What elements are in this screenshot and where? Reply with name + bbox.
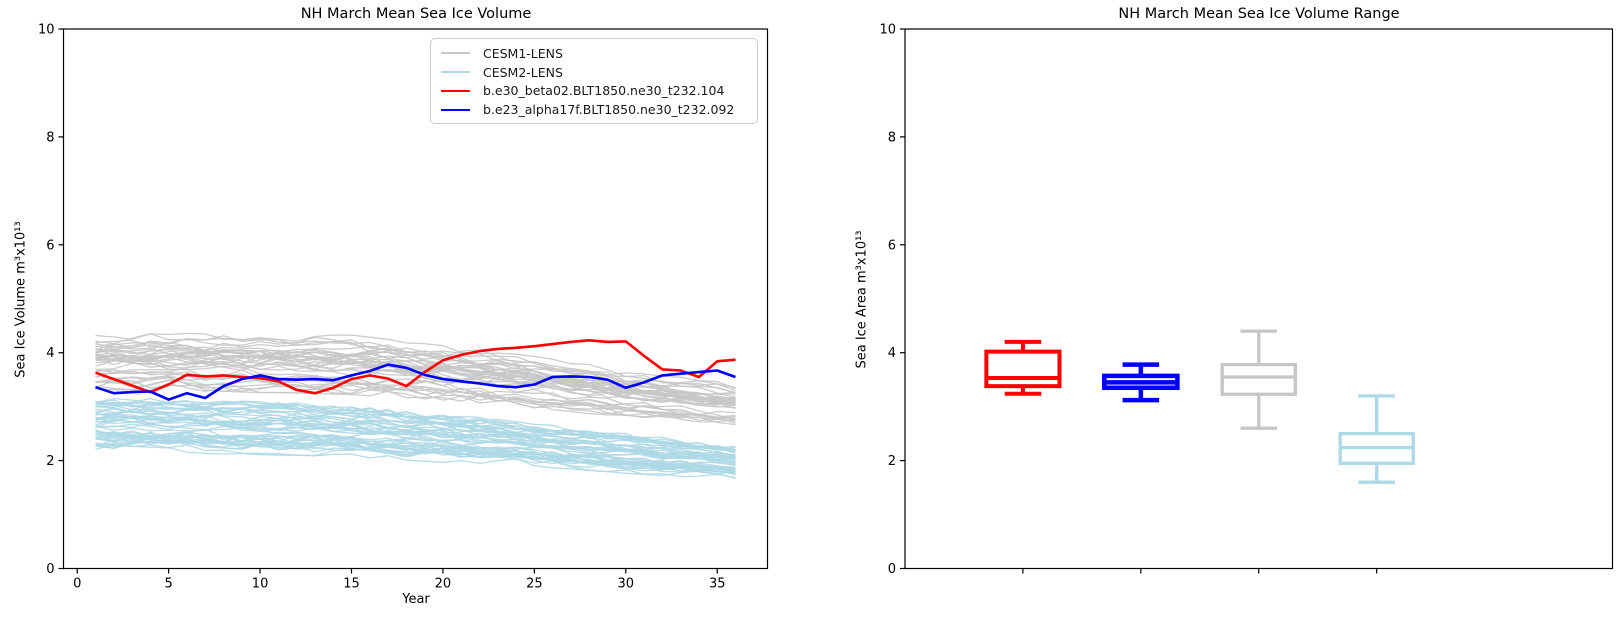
legend-line-swatch [441, 89, 470, 92]
ensemble-line-cesm2-lens [95, 438, 736, 473]
x-tick-label: 25 [526, 577, 543, 592]
legend-line-swatch [441, 52, 470, 55]
ensemble-line-cesm1-lens [95, 369, 736, 416]
legend-line-swatch [441, 108, 470, 111]
boxplot-2 [1102, 362, 1180, 403]
legend-label: b.e23_alpha17f.BLT1850.ne30_t232.092 [483, 102, 735, 118]
legend-label: CESM2-LENS [483, 64, 563, 80]
y-tick-label: 4 [888, 346, 896, 361]
ensemble-line-cesm1-lens [95, 382, 736, 426]
left-chart-title: NH March Mean Sea Ice Volume [300, 6, 532, 22]
ensemble-line-cesm1-lens [95, 349, 736, 405]
ensemble-line-cesm1-lens [95, 344, 736, 400]
boxplot-4 [1338, 394, 1415, 484]
ensemble-line-cesm2-lens [95, 430, 736, 471]
boxplot-3 [1220, 329, 1297, 430]
legend-line-swatch [441, 71, 470, 74]
ensemble-line-cesm2-lens [95, 415, 736, 457]
x-tick-label: 30 [618, 577, 635, 592]
ensemble-line-cesm2-lens [95, 442, 736, 479]
legend-item: CESM1-LENS [441, 44, 749, 63]
legend-item: b.e23_alpha17f.BLT1850.ne30_t232.092 [441, 100, 749, 119]
boxplot-1 [984, 339, 1062, 396]
legend: CESM1-LENS CESM2-LENS b.e30_beta02.BLT1850… [430, 38, 758, 124]
y-tick-label: 8 [46, 130, 54, 145]
ensemble-line-cesm2-lens [95, 408, 736, 458]
series-line [95, 363, 736, 401]
y-tick-label: 10 [879, 23, 896, 38]
ensemble-line-cesm2-lens [95, 403, 736, 450]
y-tick-label: 0 [888, 562, 896, 577]
ensemble-line-cesm1-lens [95, 333, 736, 391]
ensemble-line-cesm1-lens [95, 348, 736, 403]
ensemble-line-cesm2-lens [95, 434, 736, 475]
ensemble-line-cesm2-lens [95, 422, 736, 465]
x-tick-label: 10 [252, 577, 269, 592]
box [984, 349, 1062, 389]
left-x-axis-label: Year [402, 592, 430, 607]
right-y-axis-label: Sea Ice Area m³x10¹³ [854, 230, 870, 369]
plot-frame [62, 28, 769, 570]
ensemble-line-cesm1-lens [95, 362, 736, 410]
box [1220, 362, 1297, 396]
series-line [95, 338, 736, 395]
legend-item: b.e30_beta02.BLT1850.ne30_t232.104 [441, 82, 749, 101]
x-tick-label: 15 [343, 577, 360, 592]
x-tick-label: 5 [165, 577, 173, 592]
x-tick-label: 20 [435, 577, 452, 592]
y-tick-label: 10 [38, 23, 55, 38]
left-y-axis-label: Sea Ice Volume m³x10¹³ [13, 221, 29, 378]
ensemble-line-cesm2-lens [95, 437, 736, 476]
y-tick-label: 6 [888, 238, 896, 253]
y-tick-label: 0 [46, 562, 54, 577]
legend-label: CESM1-LENS [483, 45, 563, 61]
ensemble-line-cesm1-lens [95, 374, 736, 418]
ensemble-line-cesm1-lens [95, 338, 736, 395]
ensemble-line-cesm2-lens [95, 443, 736, 479]
legend-item: CESM2-LENS [441, 63, 749, 82]
legend-label: b.e30_beta02.BLT1850.ne30_t232.104 [483, 83, 725, 99]
plot-frame [904, 28, 1614, 570]
y-tick-label: 2 [46, 454, 54, 469]
ensemble-line-cesm2-lens [95, 408, 736, 458]
y-tick-label: 2 [888, 454, 896, 469]
y-tick-label: 4 [46, 346, 54, 361]
y-tick-label: 6 [46, 238, 54, 253]
x-tick-label: 0 [73, 577, 81, 592]
right-chart-title: NH March Mean Sea Ice Volume Range [1118, 6, 1400, 22]
ensemble-line-cesm1-lens [95, 362, 736, 408]
ensemble-line-cesm1-lens [95, 348, 736, 401]
ensemble-line-cesm2-lens [95, 403, 736, 456]
x-tick-label: 35 [709, 577, 726, 592]
ensemble-line-cesm2-lens [95, 434, 736, 469]
y-tick-label: 8 [888, 130, 896, 145]
ensemble-line-cesm2-lens [95, 417, 736, 461]
